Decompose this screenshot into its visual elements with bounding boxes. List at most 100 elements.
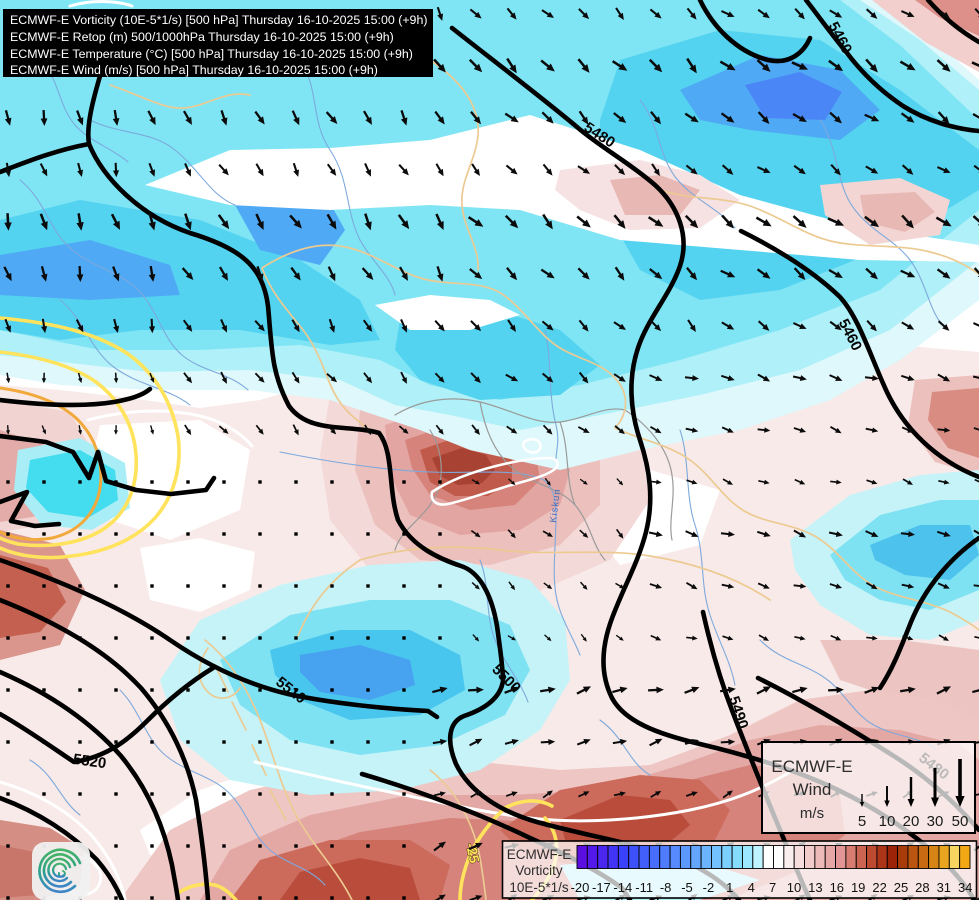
wind-arrow-icon (112, 162, 120, 178)
calm-dot-icon (150, 896, 154, 900)
calm-dot-icon (150, 480, 154, 484)
wind-arrow-icon (685, 164, 698, 175)
wind-arrow-icon (506, 267, 518, 281)
colorbar-cell (586, 845, 599, 869)
wind-arrow-icon (829, 320, 842, 331)
river-name-label: Kiskun (548, 488, 563, 524)
calm-dot-icon (402, 688, 406, 692)
wind-arrow-icon (721, 583, 735, 589)
wind-arrow-icon (183, 372, 193, 384)
wind-arrow-icon (793, 322, 807, 329)
colorbar-cell (907, 845, 919, 869)
wind-arrow-icon (544, 477, 551, 486)
wind-arrow-icon (468, 842, 483, 851)
wind-arrow-icon (291, 319, 300, 333)
calm-dot-icon (330, 532, 334, 536)
lakes-layer (430, 437, 559, 506)
wind-legend-subtitle: Wind (793, 780, 832, 799)
calm-dot-icon (402, 740, 406, 744)
calm-dot-icon (186, 532, 190, 536)
wind-arrow-icon (41, 372, 47, 384)
wind-arrows-layer (3, 6, 979, 900)
wind-arrow-icon (649, 8, 662, 19)
temperature-contours (0, 0, 792, 900)
calm-dot-icon (114, 740, 118, 744)
wind-arrow-icon (578, 110, 589, 125)
wind-arrow-icon (615, 7, 624, 21)
wind-arrow-icon (757, 8, 770, 19)
wind-arrow-icon (973, 529, 979, 538)
wind-arrow-icon (291, 110, 300, 126)
wind-arrow-icon (544, 634, 552, 642)
calm-dot-icon (330, 636, 334, 640)
wind-arrow-icon (937, 582, 950, 589)
wind-arrow-icon (792, 113, 807, 122)
wind-arrow-icon (471, 479, 481, 485)
wind-arrow-icon (398, 163, 409, 176)
calm-dot-icon (258, 792, 262, 796)
colorbar-cell (917, 845, 930, 869)
calm-dot-icon (186, 480, 190, 484)
calm-dot-icon (78, 636, 82, 640)
wind-arrow-icon (720, 531, 736, 537)
wind-arrow-icon (470, 320, 482, 332)
colorbar-cell (607, 845, 619, 869)
calm-dot-icon (438, 636, 442, 640)
calm-dot-icon (222, 532, 226, 536)
wind-arrow-icon (41, 425, 46, 435)
calm-dot-icon (330, 896, 334, 900)
wind-arrow-icon (576, 739, 591, 746)
wind-arrow-icon (326, 373, 338, 383)
wind-arrow-icon (685, 530, 699, 537)
wind-arrow-icon (973, 322, 979, 329)
wind-arrow-icon (542, 213, 553, 230)
wind-arrow-icon (182, 319, 193, 332)
colorbar-cell (752, 845, 764, 869)
wind-arrow-icon (827, 217, 845, 226)
calm-dot-icon (258, 480, 262, 484)
wind-arrow-icon (220, 371, 227, 384)
wind-arrow-icon (722, 478, 733, 485)
wind-arrow-icon (974, 635, 979, 640)
wind-arrow-icon (40, 109, 48, 126)
calm-dot-icon (222, 792, 226, 796)
colorbar-cell (876, 845, 888, 869)
calm-dot-icon (402, 532, 406, 536)
wind-arrow-icon (432, 738, 448, 745)
wind-arrow-icon (757, 166, 771, 173)
calm-dot-icon (402, 896, 406, 900)
wind-arrow-icon (864, 375, 880, 381)
wind-arrow-icon (864, 215, 880, 228)
wind-arrow-icon (829, 9, 843, 18)
wind-arrow-icon (649, 426, 662, 434)
wind-arrow-icon (540, 268, 555, 279)
wind-arrow-icon (936, 686, 952, 695)
wind-arrow-icon (938, 634, 949, 641)
colorbar-tick-label: 13 (808, 880, 822, 895)
wind-arrow-icon (758, 634, 769, 641)
wind-arrow-icon (973, 584, 979, 588)
wind-arrow-icon (791, 61, 809, 70)
wind-arrow-icon (471, 424, 480, 436)
wind-arrow-icon (686, 635, 698, 641)
colorbar-cells (576, 845, 971, 869)
wind-arrow-icon (719, 60, 736, 71)
wind-arrow-icon (793, 583, 807, 589)
calm-dot-icon (150, 792, 154, 796)
wind-arrow-icon (292, 162, 300, 177)
wind-arrow-icon (326, 163, 337, 176)
wind-arrow-icon (78, 425, 83, 435)
wind-arrow-icon (542, 424, 553, 435)
colorbar-cell (679, 845, 692, 869)
wind-speed-arrow-icon (931, 797, 939, 807)
wind-arrow-icon (217, 214, 230, 230)
wind-arrow-icon (505, 791, 518, 797)
calm-dot-icon (186, 896, 190, 900)
wind-arrow-icon (828, 531, 843, 537)
calm-dot-icon (114, 584, 118, 588)
wind-arrow-icon (4, 213, 12, 231)
calm-dot-icon (366, 584, 370, 588)
title-line-3: ECMWF-E Temperature (°C) [500 hPa] Thurs… (10, 47, 413, 61)
wind-arrow-icon (3, 266, 12, 282)
colorbar-tick-label: 25 (894, 880, 908, 895)
